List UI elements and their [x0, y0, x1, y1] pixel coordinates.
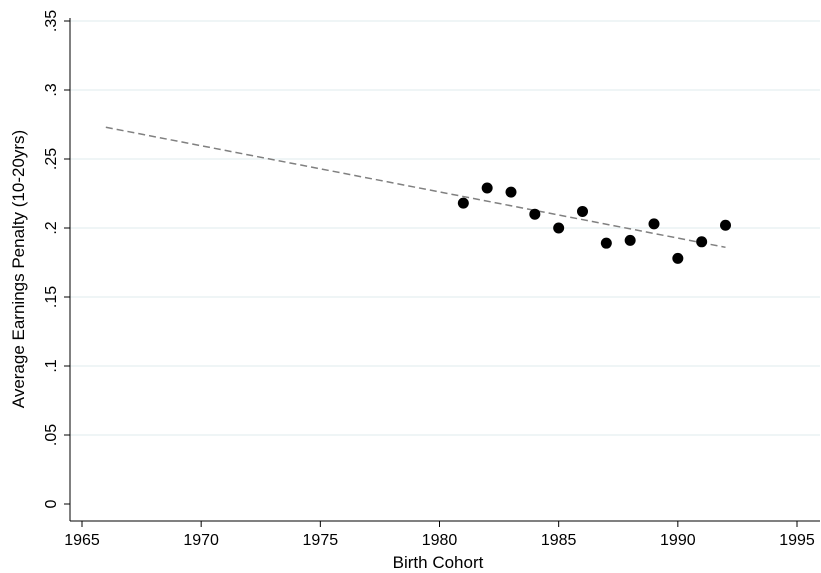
- x-tick-label-4: 1985: [541, 532, 577, 549]
- y-axis-ticks: 0 .05 .1 .15 .2 .25 .3 .35: [43, 10, 70, 508]
- data-point-9: [672, 252, 684, 264]
- data-point-8: [648, 218, 660, 230]
- fit-line: [105, 126, 726, 249]
- y-axis-title: Average Earnings Penalty (10-20yrs): [9, 130, 28, 408]
- data-point-10: [696, 236, 708, 248]
- data-point-3: [529, 208, 541, 220]
- data-point-11: [720, 219, 731, 231]
- data-point-4: [553, 222, 565, 234]
- gridlines: [70, 20, 820, 436]
- y-tick-label-0: 0: [43, 499, 60, 508]
- y-tick-label-5: .25: [43, 148, 60, 170]
- x-axis-ticks: 1965 1970 1975 1980 1985 1990 1995: [64, 521, 815, 549]
- y-tick-label-2: .1: [43, 359, 60, 372]
- axes: [69, 18, 820, 522]
- data-points: [457, 182, 731, 264]
- x-tick-label-5: 1990: [660, 532, 696, 549]
- x-tick-label-6: 1995: [779, 532, 815, 549]
- x-axis-title: Birth Cohort: [393, 553, 484, 572]
- data-point-0: [457, 197, 469, 209]
- data-point-5: [577, 205, 588, 217]
- data-point-2: [505, 186, 517, 198]
- y-tick-label-6: .3: [43, 83, 60, 96]
- fit-line-group: [105, 126, 726, 249]
- y-tick-label-7: .35: [43, 10, 60, 32]
- data-point-1: [481, 182, 493, 194]
- y-tick-label-4: .2: [43, 221, 60, 234]
- x-tick-label-0: 1965: [64, 532, 100, 549]
- x-tick-label-2: 1975: [303, 532, 339, 549]
- x-tick-label-1: 1970: [183, 532, 219, 549]
- y-tick-label-3: .15: [43, 286, 60, 308]
- y-tick-label-1: .05: [43, 424, 60, 446]
- x-tick-label-3: 1980: [422, 532, 458, 549]
- data-point-7: [624, 234, 636, 246]
- data-point-6: [600, 237, 612, 249]
